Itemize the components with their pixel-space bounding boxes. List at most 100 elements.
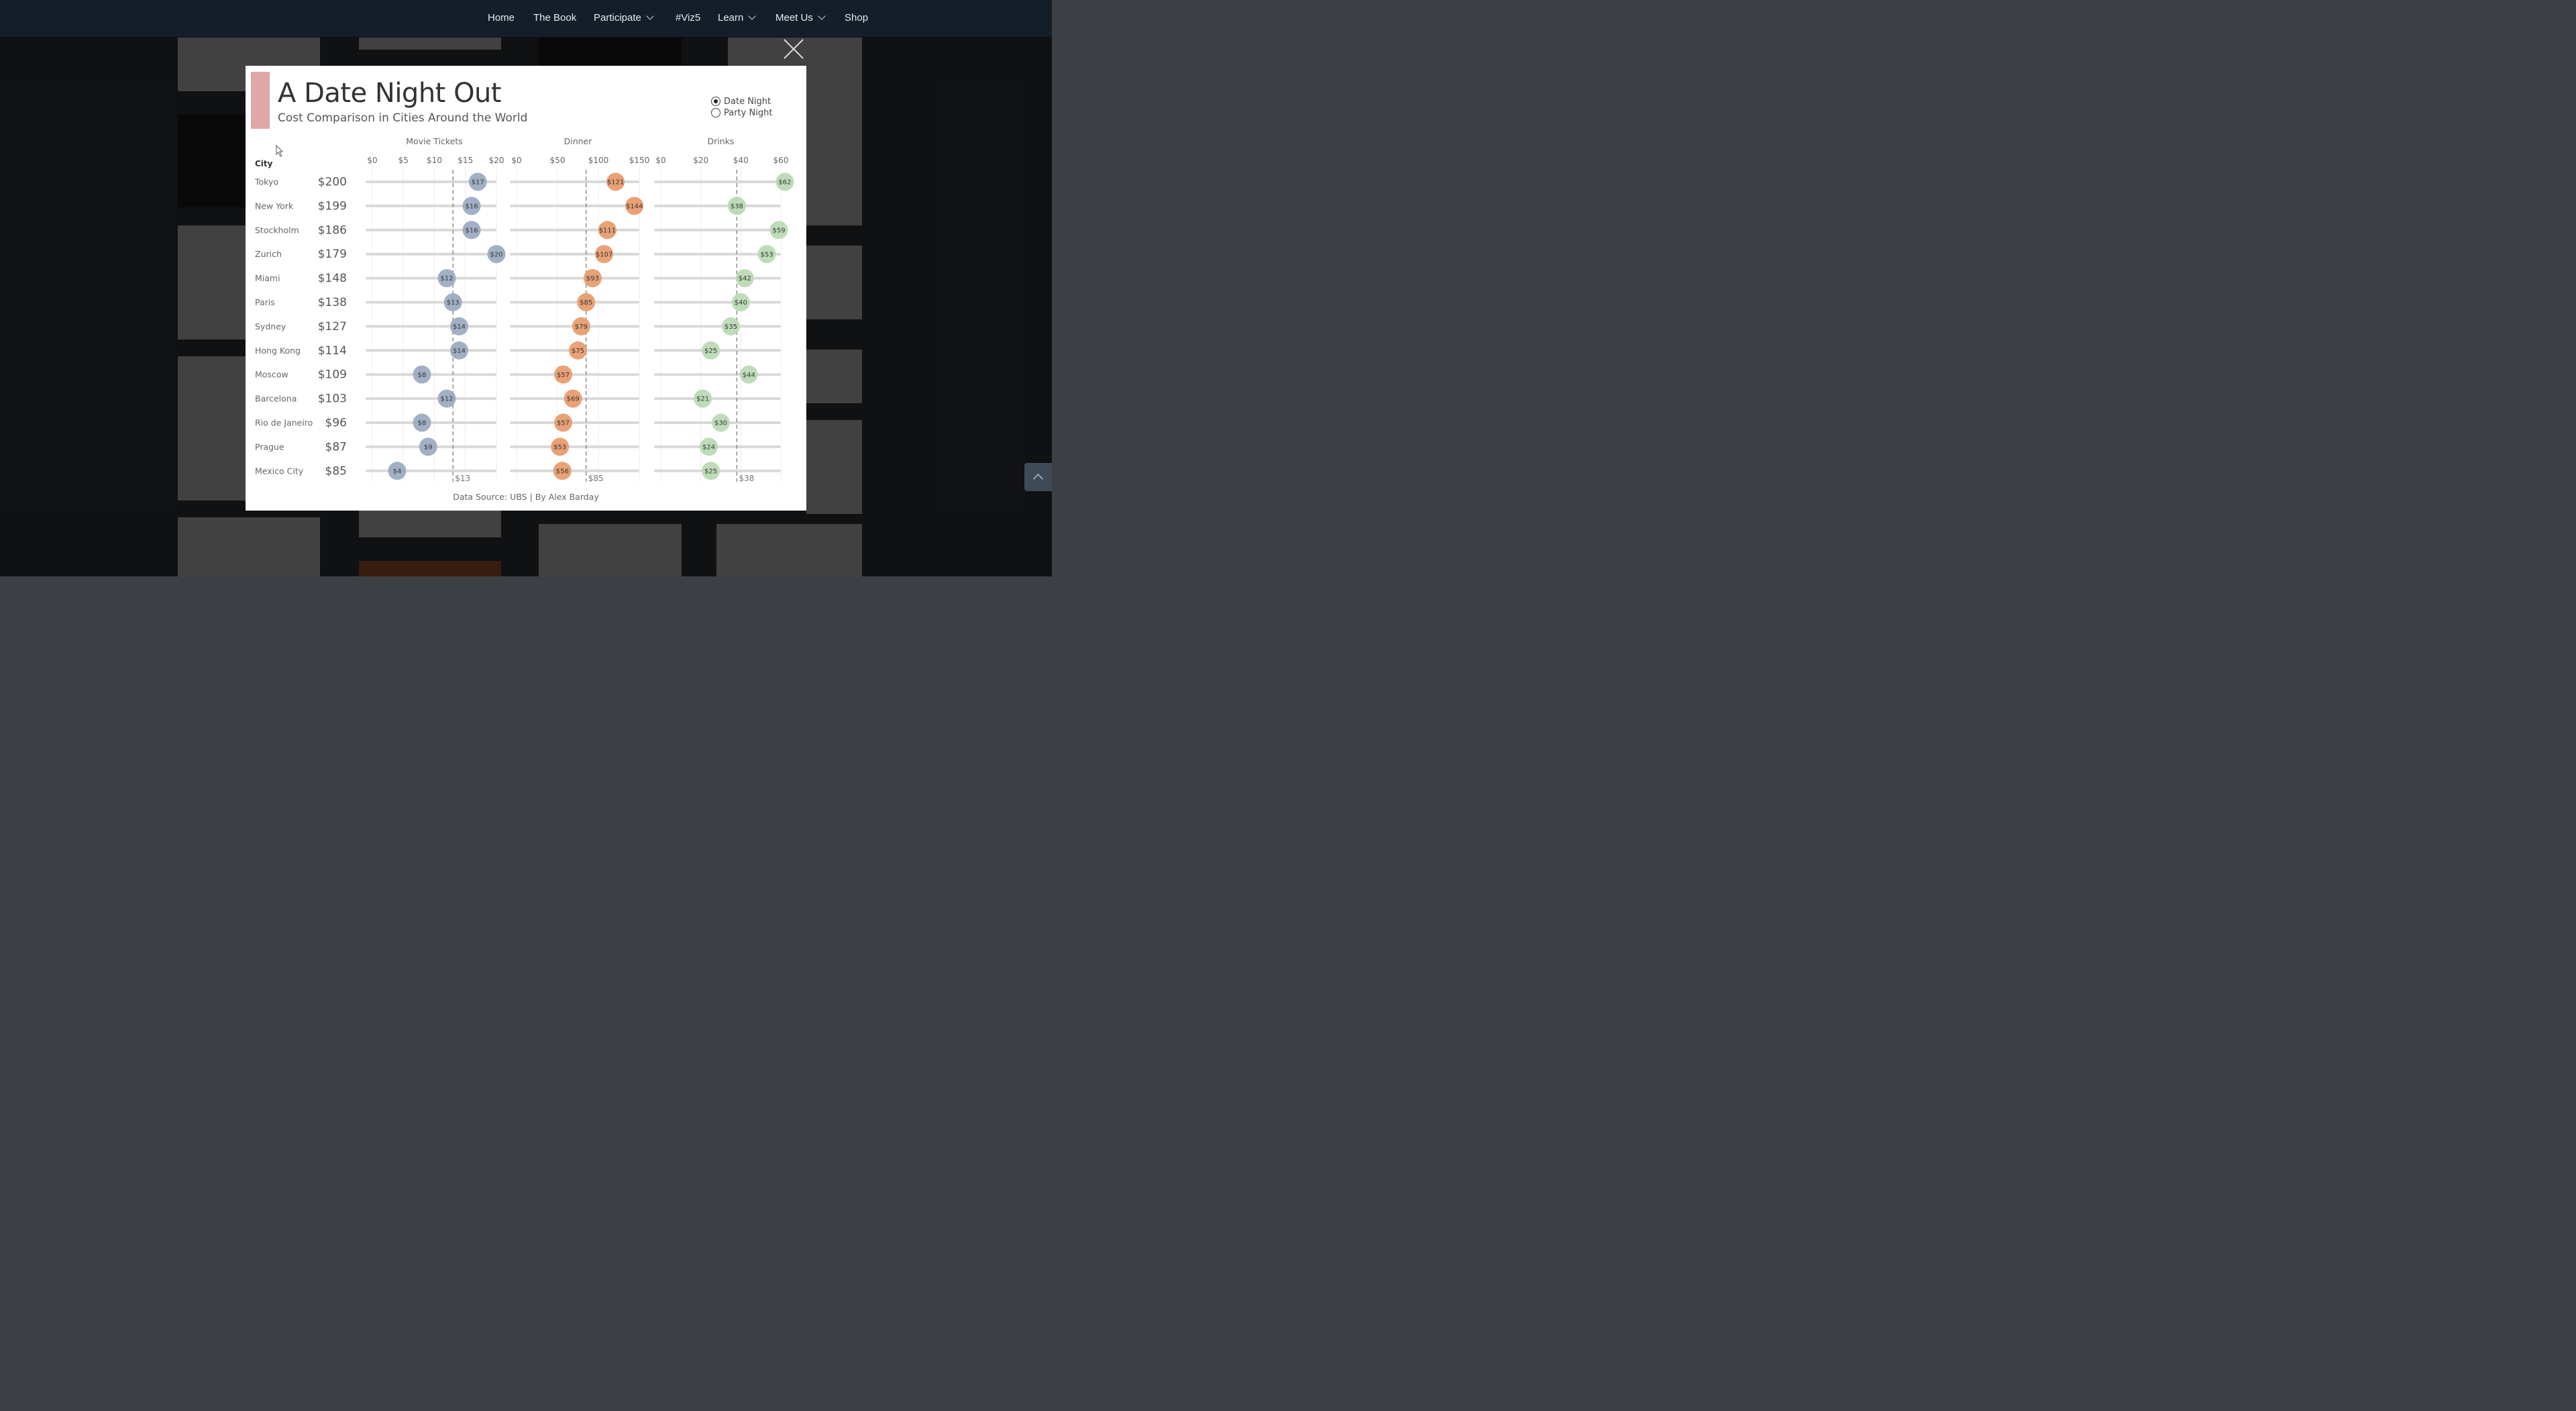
radio-unselected-icon[interactable] [711,108,720,117]
data-point-label: $85 [580,299,592,307]
axis-tick-label: $10 [427,156,442,165]
radio-label: Party Night [724,108,773,118]
data-point [413,413,431,432]
data-point-label: $24 [702,444,715,452]
data-point-label: $144 [626,203,643,211]
axis-tick-label: $20 [693,156,708,165]
city-total-label: $200 [318,176,347,189]
axis-tick-label: $100 [588,156,609,165]
data-point [551,437,570,456]
radio-date-night[interactable]: Date Night [711,97,771,107]
data-point [554,365,573,384]
city-label: Sydney [255,321,286,331]
axis-tick-label: $60 [773,156,789,165]
panel-header: Drinks [708,136,735,146]
axis-tick-label: $0 [511,156,521,165]
data-point-label: $59 [772,227,785,234]
average-reference-label: $38 [739,474,754,483]
nav-item-participate[interactable]: Participate [594,12,654,23]
data-point-label: $4 [393,468,402,475]
data-point-label: $44 [743,372,755,379]
data-point-label: $57 [557,372,570,379]
data-point-label: $20 [490,251,502,258]
nav-item-shop[interactable]: Shop [845,12,868,23]
data-point [694,389,712,408]
nav-item-meet-us[interactable]: Meet Us [775,12,826,23]
panel-header: Dinner [564,136,593,146]
radio-party-night[interactable]: Party Night [711,108,772,118]
average-reference-label: $13 [455,474,470,483]
data-point [554,413,573,432]
data-point [462,221,481,240]
data-point-label: $9 [424,444,433,452]
data-point [625,197,644,215]
city-label: Moscow [255,370,288,380]
scroll-to-top-button[interactable] [1024,463,1052,491]
data-point-label: $12 [440,275,453,282]
close-icon[interactable] [783,38,804,60]
nav-item-viz5[interactable]: #Viz5 [676,12,700,23]
nav-item-learn[interactable]: Learn [718,12,757,23]
panel-header: Movie Tickets [406,136,462,146]
data-point [735,269,754,288]
data-point [388,462,407,480]
data-point [468,172,487,191]
city-label: Tokyo [254,177,278,187]
axis-tick-label: $15 [458,156,473,165]
city-label: Prague [255,441,284,452]
data-point-label: $25 [704,468,717,475]
data-point [577,293,596,311]
city-label: Miami [255,273,280,283]
axis-tick-label: $0 [367,156,377,165]
data-point-label: $14 [453,323,466,331]
data-point-label: $8 [418,372,427,379]
data-point-label: $16 [465,227,478,234]
data-point [598,221,616,240]
dot-plot-chart: City Tokyo $200 New York $199 Stockholm $186 Zu… [254,136,794,502]
data-point [739,365,758,384]
data-point-label: $75 [572,348,584,355]
data-point [712,413,730,432]
data-point-label: $30 [714,420,727,427]
data-point-label: $57 [557,420,570,427]
data-point [757,245,776,264]
city-total-label: $103 [318,393,347,406]
data-point [462,197,481,215]
data-point-label: $17 [472,179,484,187]
data-point-label: $56 [556,468,569,475]
data-point [606,172,625,191]
data-point-label: $42 [739,275,751,282]
city-total-label: $179 [318,248,347,261]
city-label: Zurich [255,249,282,259]
city-total-label: $85 [325,464,347,478]
data-point [437,389,456,408]
data-point-label: $12 [440,396,453,403]
title-accent-bar [251,72,270,129]
nav-item-home[interactable]: Home [488,12,515,23]
chevron-down-icon [748,12,757,20]
data-point-label: $40 [735,299,747,307]
axis-tick-label: $5 [398,156,409,165]
data-source-footer: Data Source: UBS | By Alex Barday [453,492,599,502]
data-point-label: $38 [731,203,743,211]
city-label: Mexico City [255,466,304,476]
axis-tick-label: $150 [629,156,650,165]
nav-item-label: Shop [845,12,869,23]
data-point [419,437,437,456]
top-nav: Home The Book Participate #Viz5 Learn Meet Us… [0,0,1052,38]
city-total-label: $127 [318,320,347,333]
data-point-label: $16 [465,203,478,211]
data-point [721,317,740,335]
city-total-label: $186 [318,223,347,237]
data-point [450,317,468,335]
data-point [731,293,750,311]
data-point-label: $62 [778,179,791,187]
data-point [595,245,614,264]
data-point-label: $79 [575,323,588,331]
nav-item-the-book[interactable]: The Book [533,12,576,23]
lightbox-modal: A Date Night Out Cost Comparison in Citi… [246,66,806,511]
data-point [487,245,506,264]
data-point-label: $53 [761,251,773,258]
radio-selected-icon[interactable] [711,97,720,106]
chevron-down-icon [818,12,826,20]
